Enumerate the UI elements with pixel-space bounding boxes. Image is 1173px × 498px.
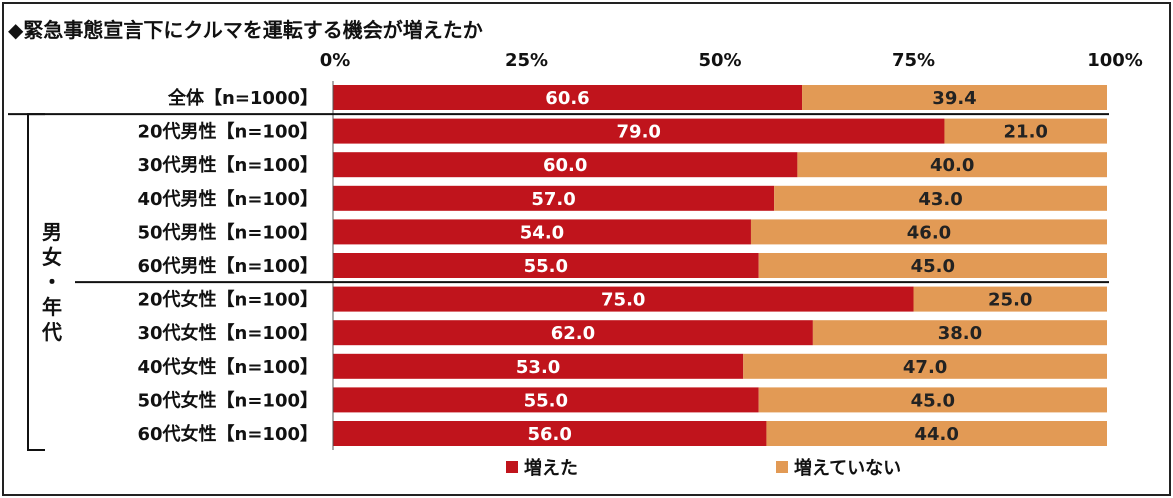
bar-segment xyxy=(333,387,759,413)
data-label: 57.0 xyxy=(531,189,575,210)
category-label: 50代女性【n=100】 xyxy=(137,389,318,411)
bar-segment xyxy=(333,85,803,110)
group-bracket xyxy=(27,113,45,451)
data-label: 75.0 xyxy=(601,290,645,311)
bar-segment xyxy=(333,286,914,312)
data-label: 45.0 xyxy=(911,256,955,277)
group-label-char: 年 xyxy=(42,295,62,319)
group-label-char: 女 xyxy=(42,245,62,269)
legend-swatch xyxy=(506,461,518,473)
bar-segment xyxy=(758,253,1107,278)
bar-segment xyxy=(797,152,1107,178)
category-label: 20代男性【n=100】 xyxy=(137,121,318,143)
data-label: 40.0 xyxy=(930,155,974,176)
data-label: 60.6 xyxy=(545,88,589,109)
bar-segment xyxy=(802,85,1107,110)
group-label-char: 代 xyxy=(41,320,62,344)
legend-label: 増えた xyxy=(524,457,578,479)
bar-segment xyxy=(333,421,767,446)
category-label: 60代男性【n=100】 xyxy=(137,255,318,277)
x-tick-label: 25% xyxy=(505,50,548,71)
bar-segment xyxy=(333,353,744,379)
bar-segment xyxy=(333,219,751,245)
data-label: 46.0 xyxy=(907,222,951,243)
bar-segment xyxy=(812,320,1107,346)
bar-segment xyxy=(766,421,1107,446)
chart-title: ◆緊急事態宣言下にクルマを運転する機会が増えたか xyxy=(8,18,483,42)
bar-segment xyxy=(333,152,798,178)
category-label: 40代女性【n=100】 xyxy=(137,356,318,378)
bar-segment xyxy=(758,387,1107,413)
bar-segment xyxy=(913,286,1107,312)
data-label: 25.0 xyxy=(988,290,1032,311)
data-label: 47.0 xyxy=(903,357,947,378)
category-label: 50代男性【n=100】 xyxy=(137,221,318,243)
x-tick-label: 75% xyxy=(892,50,935,71)
data-label: 39.4 xyxy=(932,88,976,109)
group-label-char: ・ xyxy=(42,270,62,294)
data-label: 54.0 xyxy=(520,222,564,243)
x-tick-label: 100% xyxy=(1087,50,1143,71)
x-tick-label: 0% xyxy=(320,50,351,71)
data-label: 45.0 xyxy=(911,390,955,411)
legend-label: 増えていない xyxy=(794,457,901,479)
data-label: 62.0 xyxy=(551,323,595,344)
bar-segment xyxy=(743,353,1107,379)
group-label-char: 男 xyxy=(42,220,62,244)
data-label: 44.0 xyxy=(915,424,959,445)
data-label: 55.0 xyxy=(524,256,568,277)
data-label: 38.0 xyxy=(938,323,982,344)
category-label: 40代男性【n=100】 xyxy=(137,188,318,210)
bar-segment xyxy=(333,320,813,346)
bar-segment xyxy=(333,118,945,144)
category-label: 全体【n=1000】 xyxy=(167,87,318,109)
bar-segment xyxy=(944,118,1107,144)
bar-segment xyxy=(774,185,1107,211)
data-label: 60.0 xyxy=(543,155,587,176)
bar-segment xyxy=(750,219,1107,245)
category-label: 30代男性【n=100】 xyxy=(137,154,318,176)
data-label: 56.0 xyxy=(528,424,572,445)
x-tick-label: 50% xyxy=(698,50,741,71)
bar-segment xyxy=(333,185,775,211)
data-label: 43.0 xyxy=(918,189,962,210)
bar-segment xyxy=(333,253,759,278)
data-label: 79.0 xyxy=(617,122,661,143)
data-label: 21.0 xyxy=(1004,122,1048,143)
data-label: 55.0 xyxy=(524,390,568,411)
data-label: 53.0 xyxy=(516,357,560,378)
category-label: 30代女性【n=100】 xyxy=(137,322,318,344)
legend-swatch xyxy=(776,461,788,473)
category-label: 60代女性【n=100】 xyxy=(137,423,318,445)
category-label: 20代女性【n=100】 xyxy=(137,289,318,311)
